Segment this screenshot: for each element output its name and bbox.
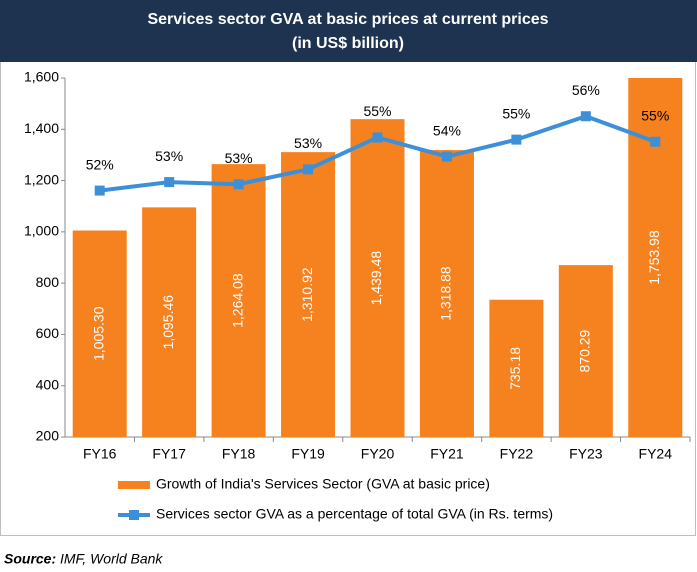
x-tick-label: FY18 [222, 446, 256, 462]
legend-label: Services sector GVA as a percentage of t… [156, 506, 553, 522]
legend-swatch [118, 481, 150, 489]
legend-label: Growth of India's Services Sector (GVA a… [156, 476, 490, 492]
y-tick-label: 1,400 [24, 120, 59, 136]
x-tick-label: FY22 [500, 446, 534, 462]
y-tick-label: 800 [36, 274, 60, 290]
line-marker [233, 179, 244, 190]
bar [142, 207, 197, 437]
y-tick-label: 600 [36, 325, 60, 341]
bar [489, 299, 544, 437]
bar-value-label: 1,264.08 [229, 273, 245, 328]
line-value-label: 53% [155, 148, 183, 164]
source: IMF, World Bank [60, 551, 163, 567]
x-tick-label: FY24 [639, 446, 673, 462]
bar-value-label: 1,095.46 [160, 295, 176, 350]
bar-value-label: 1,439.48 [368, 251, 384, 306]
y-tick-label: 1,200 [24, 171, 59, 187]
y-tick-label: 200 [36, 428, 60, 444]
line-value-label: 55% [502, 105, 530, 121]
line-marker [164, 177, 175, 188]
bar-value-label: 1,753.98 [646, 230, 662, 285]
bar [558, 265, 613, 437]
line-marker [511, 134, 522, 145]
line-value-label: 53% [225, 150, 253, 166]
bar-value-label: 1,005.30 [90, 306, 106, 361]
bar [211, 164, 266, 437]
bar [72, 230, 127, 437]
line-marker [303, 164, 314, 175]
bar-value-label: 870.29 [577, 329, 593, 372]
x-tick-label: FY16 [83, 446, 117, 462]
line-value-label: 54% [433, 122, 461, 138]
bar [350, 119, 405, 437]
legend-marker [129, 510, 139, 520]
line-marker [650, 136, 661, 147]
chart-title: Services sector GVA at basic prices at c… [147, 11, 548, 28]
title-band [0, 0, 697, 62]
line-value-label: 55% [363, 103, 391, 119]
bar [419, 150, 474, 437]
x-tick-label: FY20 [361, 446, 395, 462]
y-tick-label: 1,600 [24, 69, 59, 85]
chart-subtitle: (in US$ billion) [292, 35, 404, 52]
line-marker [580, 111, 591, 122]
bar-value-label: 1,310.92 [299, 267, 315, 322]
source-label: Source: [4, 551, 56, 567]
line-value-label: 55% [641, 107, 669, 123]
x-tick-label: FY23 [569, 446, 603, 462]
line-marker [94, 185, 105, 196]
line-marker [372, 132, 383, 143]
bar [281, 152, 336, 437]
x-tick-label: FY17 [152, 446, 186, 462]
bar-value-label: 1,318.88 [438, 266, 454, 321]
x-tick-label: FY19 [291, 446, 325, 462]
x-tick-label: FY21 [430, 446, 464, 462]
line-marker [441, 151, 452, 162]
y-tick-label: 400 [36, 376, 60, 392]
y-tick-label: 1,000 [24, 223, 59, 239]
bar-value-label: 735.18 [507, 347, 523, 390]
plot-area [72, 78, 683, 437]
line-value-label: 56% [572, 82, 600, 98]
line-value-label: 52% [86, 156, 114, 172]
line-value-label: 53% [294, 135, 322, 151]
